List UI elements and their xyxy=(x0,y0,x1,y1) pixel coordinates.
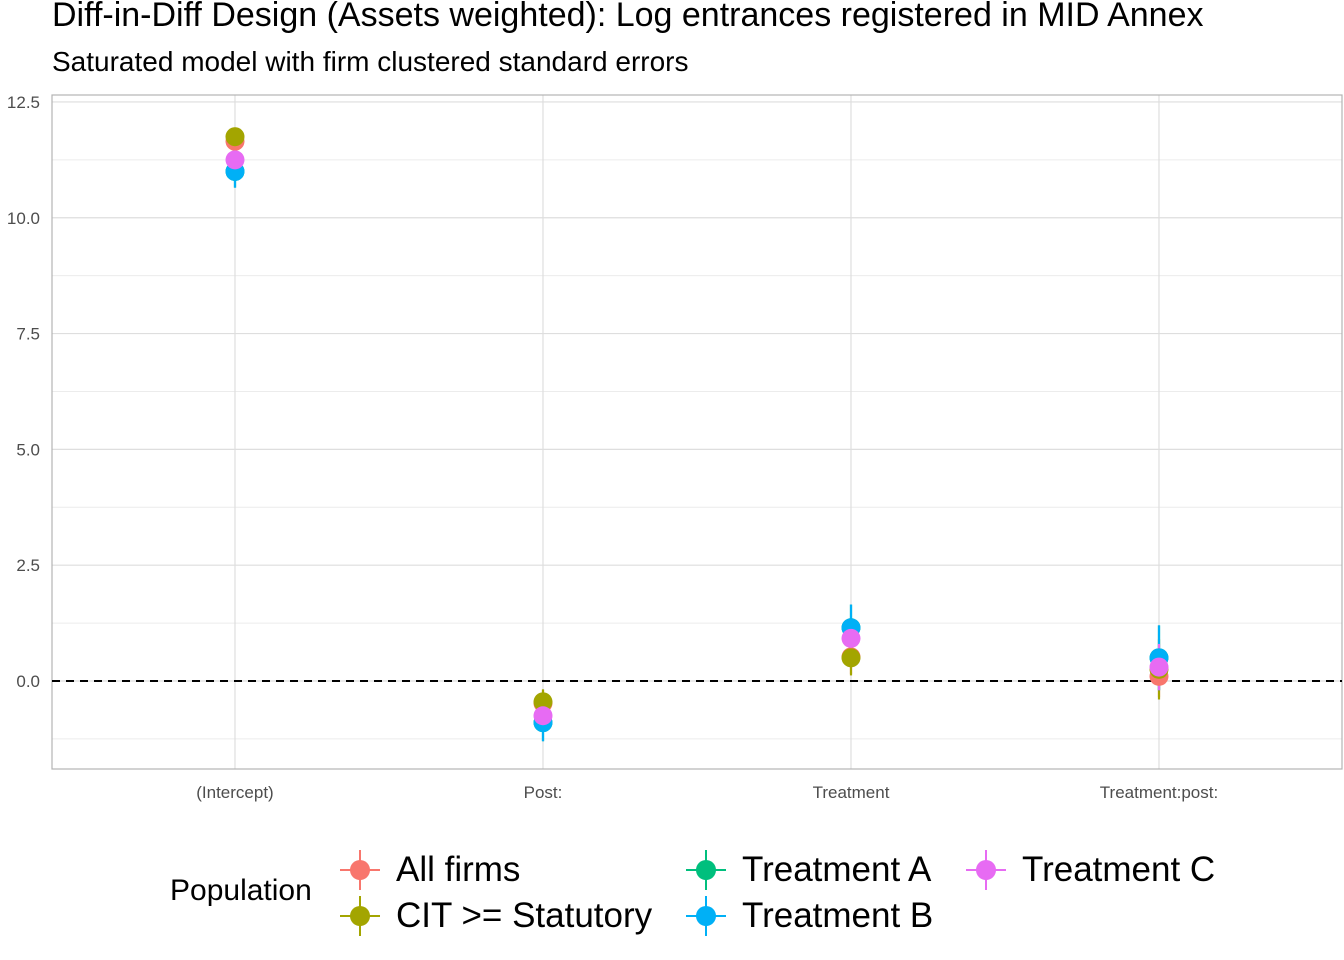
data-point xyxy=(533,692,553,712)
panel-border xyxy=(51,94,1343,770)
legend-key-icon xyxy=(966,850,1006,890)
legend-key-dot xyxy=(350,860,370,880)
legend-key-icon xyxy=(686,896,726,936)
axes: 0.0 2.5 5.0 7.5 10.0 12.5 (Intercept) Post: Trea… xyxy=(7,93,1343,802)
legend-key-icon xyxy=(686,850,726,890)
x-tick-label: Treatment xyxy=(813,783,890,802)
legend-label: Treatment C xyxy=(1022,850,1216,889)
legend-key-dot xyxy=(696,906,716,926)
y-tick-label: 12.5 xyxy=(7,93,40,112)
data-point xyxy=(1149,657,1169,677)
y-tick-label: 0.0 xyxy=(16,672,40,691)
data-marks xyxy=(225,127,1169,742)
legend-item: Treatment B xyxy=(684,894,933,938)
legend-item: Treatment C xyxy=(964,848,1215,892)
legend-key-icon xyxy=(340,850,380,890)
legend-title: Population xyxy=(170,874,312,907)
data-point xyxy=(225,127,245,147)
chart-subtitle: Saturated model with firm clustered stan… xyxy=(52,46,689,77)
legend-key-dot xyxy=(696,860,716,880)
data-point xyxy=(225,150,245,170)
data-point xyxy=(841,648,861,668)
data-point xyxy=(533,706,553,726)
legend-key-icon xyxy=(340,896,380,936)
legend-label: CIT >= Statutory xyxy=(396,896,653,935)
legend-item: CIT >= Statutory xyxy=(338,894,652,938)
x-tick-label: (Intercept) xyxy=(196,783,273,802)
y-tick-label: 2.5 xyxy=(16,556,40,575)
chart-title: Diff-in-Diff Design (Assets weighted): L… xyxy=(52,0,1204,34)
legend-item: Treatment A xyxy=(684,848,931,892)
legend-label: All firms xyxy=(396,850,521,889)
legend-label: Treatment B xyxy=(742,896,934,935)
x-tick-label: Post: xyxy=(524,783,563,802)
legend-item: All firms xyxy=(338,848,520,892)
grid xyxy=(52,95,1342,769)
legend-key-dot xyxy=(976,860,996,880)
y-tick-label: 5.0 xyxy=(16,440,40,459)
y-tick-label: 7.5 xyxy=(16,325,40,344)
data-point xyxy=(841,628,861,648)
y-tick-label: 10.0 xyxy=(7,209,40,228)
x-tick-label: Treatment:post: xyxy=(1100,783,1218,802)
legend-label: Treatment A xyxy=(742,850,932,889)
legend-key-dot xyxy=(350,906,370,926)
